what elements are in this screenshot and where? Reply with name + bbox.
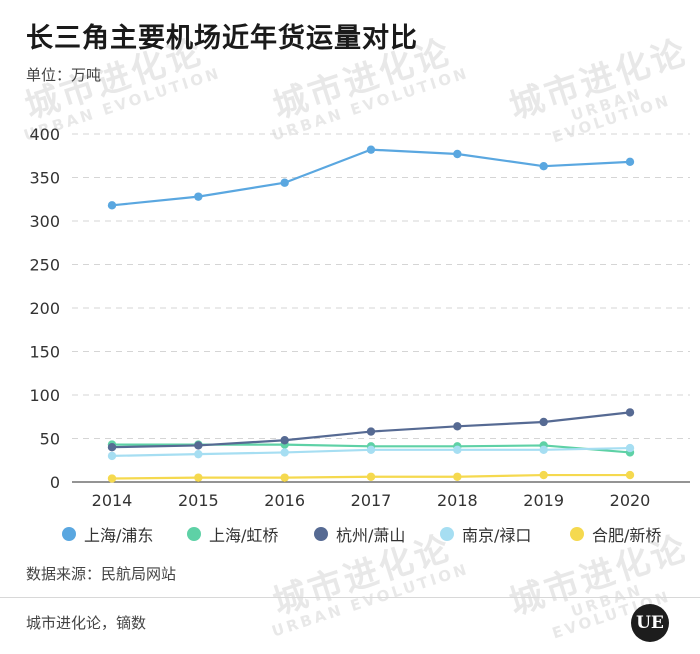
x-tick-label: 2015	[178, 491, 219, 510]
line-chart: 0 50 100 150 200 250 300 350 400 2014 2015 2016 2017…	[29, 125, 690, 510]
legend-item: 上海/浦东	[62, 522, 153, 546]
x-tick-label: 2017	[351, 491, 392, 510]
credit-text: 城市进化论，镝数	[26, 614, 147, 632]
legend-label: 上海/虹桥	[209, 526, 279, 545]
data-point	[453, 149, 462, 159]
y-tick-label: 0	[50, 473, 60, 492]
data-point	[366, 472, 376, 481]
legend-item: 合肥/新桥	[570, 522, 661, 546]
y-tick-label: 200	[29, 299, 60, 318]
data-point	[280, 436, 289, 445]
legend-label: 南京/禄口	[462, 526, 532, 545]
y-tick-label: 150	[29, 343, 60, 362]
y-tick-label: 350	[29, 169, 60, 188]
data-point	[280, 473, 289, 482]
data-point	[194, 192, 203, 201]
x-tick-label: 2018	[437, 491, 478, 510]
data-point	[194, 473, 203, 482]
data-point	[194, 449, 203, 459]
chart-legend: 上海/浦东 上海/虹桥 杭州/萧山 南京/禄口 合肥/新桥	[0, 522, 700, 552]
data-point	[453, 472, 462, 481]
legend-item: 上海/虹桥	[187, 522, 278, 546]
data-point	[625, 157, 635, 167]
legend-label: 合肥/新桥	[592, 526, 662, 545]
data-point	[625, 408, 635, 417]
legend-label: 上海/浦东	[84, 526, 154, 545]
legend-swatch	[440, 527, 454, 541]
data-point	[625, 470, 635, 480]
y-tick-label: 50	[40, 430, 60, 449]
watermark-en: URBAN EVOLUTION	[269, 559, 472, 641]
x-tick-label: 2019	[523, 491, 564, 510]
data-point	[107, 474, 117, 483]
footer-divider	[0, 597, 700, 598]
legend-item: 南京/禄口	[440, 522, 531, 546]
data-point	[107, 451, 117, 461]
y-tick-label: 100	[29, 386, 60, 405]
legend-swatch	[314, 527, 328, 541]
data-point	[366, 427, 376, 436]
y-tick-label: 400	[29, 125, 60, 144]
data-point	[539, 161, 548, 171]
data-point	[194, 441, 203, 450]
watermark-en: URBAN EVOLUTION	[550, 580, 674, 643]
legend-item: 杭州/萧山	[314, 522, 405, 546]
chart-title: 长三角主要机场近年货运量对比	[26, 23, 418, 54]
x-tick-label: 2014	[92, 491, 133, 510]
data-source: 数据来源：民航局网站	[26, 565, 177, 583]
data-point	[366, 445, 376, 455]
data-point	[539, 470, 548, 480]
data-point	[280, 178, 289, 187]
legend-swatch	[187, 527, 201, 541]
unit-label: 单位：万吨	[26, 66, 102, 84]
data-point	[539, 417, 548, 427]
data-point	[539, 445, 548, 455]
legend-swatch	[570, 527, 584, 541]
data-point	[107, 201, 117, 210]
legend-label: 杭州/萧山	[336, 526, 406, 545]
data-point	[453, 445, 462, 455]
data-point	[453, 422, 462, 431]
data-point	[625, 443, 635, 453]
data-point	[366, 145, 376, 154]
y-tick-label: 300	[29, 212, 60, 231]
x-tick-label: 2020	[610, 491, 651, 510]
ue-logo: UE	[631, 604, 669, 642]
data-point	[107, 443, 117, 452]
legend-swatch	[62, 527, 76, 541]
data-point	[280, 448, 289, 457]
y-tick-label: 250	[29, 256, 60, 275]
x-tick-label: 2016	[264, 491, 305, 510]
